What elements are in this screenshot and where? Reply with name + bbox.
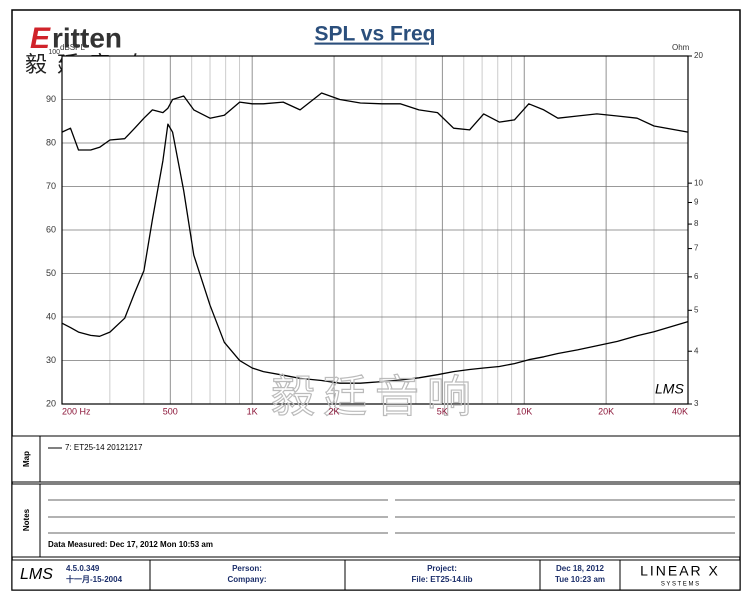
y2-tick-label: 9 xyxy=(694,198,699,207)
x-tick-label: 20K xyxy=(598,406,614,416)
y-tick-label: 40 xyxy=(46,311,56,321)
file: File: ET25-14.lib xyxy=(412,575,473,584)
x-tick-label: 2K xyxy=(329,406,340,416)
series-line xyxy=(61,123,689,384)
y2-tick-label: 3 xyxy=(694,399,699,408)
notes-lines xyxy=(48,499,735,534)
x-tick-label: 40K xyxy=(672,406,688,416)
y-tick-label: 50 xyxy=(46,268,56,278)
y2-tick-label: 5 xyxy=(694,305,699,314)
logo-brand: ritten xyxy=(52,22,122,53)
x-tick-label: 1K xyxy=(247,406,258,416)
y2-axis-label: Ohm xyxy=(672,43,690,52)
y-tick-label: 30 xyxy=(46,355,56,365)
person: Person: xyxy=(232,564,262,573)
chart-title: SPL vs Freq xyxy=(315,23,436,46)
version-date: 十一月-15-2004 xyxy=(66,574,123,584)
plot-area xyxy=(61,55,692,405)
y2-tick-label: 4 xyxy=(694,346,699,355)
y-tick-label: 80 xyxy=(46,137,56,147)
y2-tick-label: 20 xyxy=(694,51,703,60)
plot-mark: LMS xyxy=(655,381,684,397)
map-label: Map xyxy=(22,451,31,467)
footer-time: Tue 10:23 am xyxy=(555,575,605,584)
vendor: LINEAR X xyxy=(640,563,720,579)
project: Project: xyxy=(427,564,457,573)
measured-date: Data Measured: Dec 17, 2012 Mon 10:53 am xyxy=(48,540,213,549)
y2-tick-label: 7 xyxy=(694,244,699,253)
x-tick-label: 200 Hz xyxy=(62,406,91,416)
x-tick-label: 10K xyxy=(516,406,532,416)
version: 4.5.0.349 xyxy=(66,564,100,573)
x-tick-label: 5K xyxy=(437,406,448,416)
legend-label: 7: ET25-14 20121217 xyxy=(65,443,143,452)
footer-cells xyxy=(11,559,741,591)
y-axis-label: dBSPL xyxy=(60,43,85,52)
footer-logo: LMS xyxy=(20,566,53,583)
y-tick-label: 60 xyxy=(46,224,56,234)
logo-initial: E xyxy=(30,22,51,55)
x-tick-label: 500 xyxy=(163,406,178,416)
plot-frame xyxy=(61,55,689,405)
y2-tick-label: 8 xyxy=(694,219,699,228)
notes-panel xyxy=(11,483,741,558)
vendor-sub: S Y S T E M S xyxy=(661,582,699,588)
series-line xyxy=(61,92,689,151)
notes-label: Notes xyxy=(22,508,31,531)
y-tick-label: 100 xyxy=(48,49,60,56)
y-tick-label: 20 xyxy=(46,398,56,408)
y-tick-label: 70 xyxy=(46,181,56,191)
footer-date: Dec 18, 2012 xyxy=(556,564,605,573)
y-tick-label: 90 xyxy=(46,94,56,104)
y2-tick-label: 10 xyxy=(694,178,703,187)
y2-tick-label: 6 xyxy=(694,272,699,281)
map-panel xyxy=(11,435,741,483)
watermark: 毅廷音响 xyxy=(271,373,479,422)
company: Company: xyxy=(227,575,266,584)
